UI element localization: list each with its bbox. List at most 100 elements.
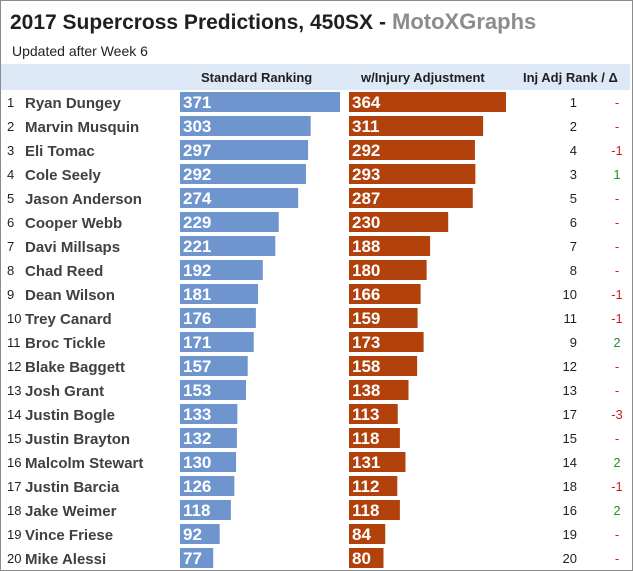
standard-bar [180, 500, 231, 520]
adj-rank-value: 18 [563, 479, 577, 494]
rider-name: Marvin Musquin [25, 119, 139, 136]
rider-name: Ryan Dungey [25, 95, 122, 112]
rank-number: 4 [7, 167, 14, 182]
rank-delta: - [615, 191, 619, 206]
rider-name: Trey Canard [25, 311, 112, 328]
standard-bar [180, 284, 259, 304]
adj-rank-value: 16 [563, 503, 577, 518]
injury-bar [349, 380, 409, 400]
standard-bar [180, 236, 276, 256]
standard-bar [180, 92, 340, 112]
rank-number: 17 [7, 479, 21, 494]
standard-bar [180, 116, 311, 136]
injury-value-label: 287 [352, 189, 380, 208]
standard-value-label: 297 [183, 141, 211, 160]
rider-name: Malcolm Stewart [25, 455, 143, 472]
adj-rank-value: 9 [570, 335, 577, 350]
standard-value-label: 171 [183, 333, 211, 352]
standard-bar [180, 356, 248, 376]
standard-value-label: 176 [183, 309, 211, 328]
standard-bar [180, 164, 306, 184]
column-header-standard: Standard Ranking [201, 70, 313, 85]
adj-rank-value: 2 [570, 119, 577, 134]
rank-number: 10 [7, 311, 21, 326]
standard-bar [180, 524, 220, 544]
rank-delta: - [615, 551, 619, 566]
injury-bar [349, 356, 418, 376]
rider-name: Mike Alessi [25, 551, 106, 568]
injury-value-label: 113 [352, 405, 379, 424]
rider-name: Vince Friese [25, 527, 113, 544]
chart-header: 2017 Supercross Predictions, 450SX - MotoX… [1, 1, 630, 61]
standard-value-label: 303 [183, 117, 211, 136]
rank-number: 1 [7, 95, 14, 110]
injury-bar [349, 524, 386, 544]
injury-value-label: 173 [352, 333, 380, 352]
adj-rank-value: 11 [564, 311, 578, 326]
rider-name: Broc Tickle [25, 335, 106, 352]
adj-rank-value: 5 [570, 191, 577, 206]
rider-name: Justin Barcia [25, 479, 120, 496]
adj-rank-value: 12 [563, 359, 577, 374]
injury-bar [349, 500, 400, 520]
standard-value-label: 229 [183, 213, 211, 232]
rank-delta: - [615, 119, 619, 134]
adj-rank-value: 7 [570, 239, 577, 254]
standard-value-label: 133 [183, 405, 211, 424]
rank-number: 7 [7, 239, 14, 254]
injury-bar [349, 428, 400, 448]
standard-value-label: 181 [183, 285, 211, 304]
rank-number: 5 [7, 191, 14, 206]
adj-rank-value: 19 [563, 527, 577, 542]
injury-value-label: 364 [352, 93, 381, 112]
standard-value-label: 92 [183, 525, 202, 544]
rank-number: 13 [7, 383, 21, 398]
adj-rank-value: 13 [563, 383, 577, 398]
rank-number: 15 [7, 431, 21, 446]
standard-bar [180, 476, 235, 496]
chart-title: 2017 Supercross Predictions, 450SX - MotoX… [10, 9, 536, 35]
injury-value-label: 188 [352, 237, 380, 256]
rank-delta: - [615, 263, 619, 278]
standard-bar [180, 140, 309, 160]
rank-number: 12 [7, 359, 21, 374]
rider-name: Josh Grant [25, 383, 104, 400]
rider-name: Justin Brayton [25, 431, 130, 448]
standard-bar [180, 212, 279, 232]
title-dash: - [379, 11, 387, 34]
chart-subtitle: Updated after Week 6 [12, 43, 148, 59]
standard-value-label: 221 [183, 237, 211, 256]
rank-number: 9 [7, 287, 14, 302]
rank-delta: -3 [611, 407, 623, 422]
adj-rank-value: 10 [563, 287, 577, 302]
rank-delta: - [615, 359, 619, 374]
rank-number: 2 [7, 119, 14, 134]
injury-bar [349, 476, 398, 496]
injury-bar [349, 308, 418, 328]
injury-value-label: 118 [352, 501, 379, 520]
adj-rank-value: 3 [570, 167, 577, 182]
rider-name: Jake Weimer [25, 503, 117, 520]
standard-bar [180, 404, 238, 424]
rank-delta: - [615, 431, 619, 446]
adj-rank-value: 4 [570, 143, 577, 158]
injury-bar [349, 212, 449, 232]
standard-value-label: 192 [183, 261, 211, 280]
rank-delta: -1 [611, 479, 623, 494]
adj-rank-value: 15 [563, 431, 577, 446]
standard-value-label: 126 [183, 477, 211, 496]
rider-name: Justin Bogle [25, 407, 115, 424]
injury-value-label: 180 [352, 261, 380, 280]
rank-delta: -1 [611, 143, 623, 158]
rank-delta: - [615, 239, 619, 254]
adj-rank-value: 17 [563, 407, 577, 422]
rider-name: Cooper Webb [25, 215, 122, 232]
standard-value-label: 292 [183, 165, 211, 184]
injury-value-label: 118 [352, 429, 379, 448]
standard-bar [180, 452, 237, 472]
rider-name: Jason Anderson [25, 191, 142, 208]
injury-bar [349, 452, 406, 472]
standard-value-label: 157 [183, 357, 211, 376]
column-header-injury: w/Injury Adjustment [361, 70, 485, 85]
